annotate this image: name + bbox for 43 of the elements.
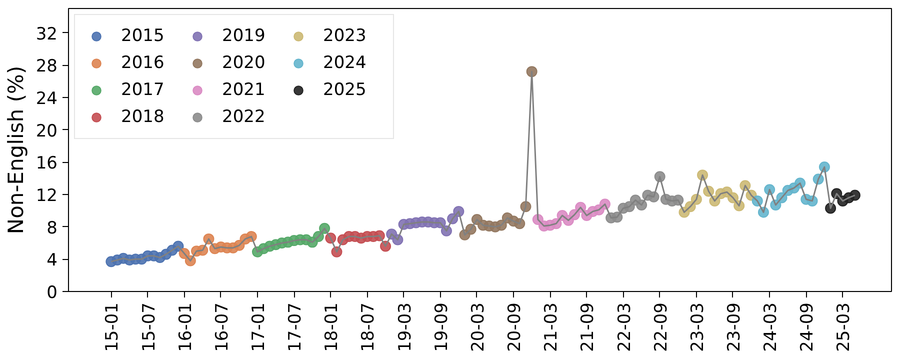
x-tick-label: 22-03 — [614, 302, 635, 352]
x-tick-label: 21-03 — [542, 302, 562, 352]
y-tick-label: 20 — [36, 121, 58, 142]
x-tick-label: 19-09 — [432, 302, 452, 352]
legend-label: 2016 — [121, 52, 166, 74]
legend-label: 2019 — [222, 25, 266, 47]
y-tick-label: 16 — [36, 154, 58, 174]
x-tick-label: 24-09 — [798, 302, 818, 352]
y-tick-label: 4 — [46, 250, 58, 271]
legend-label: 2015 — [121, 25, 166, 47]
x-tick-label: 20-03 — [468, 302, 488, 352]
x-tick-label: 24-03 — [761, 302, 782, 352]
point — [849, 190, 860, 201]
legend-label: 2023 — [323, 25, 368, 47]
x-tick-label: 18-01 — [322, 302, 342, 352]
y-axis-title: Non-English (%) — [4, 66, 28, 234]
x-tick-label: 18-07 — [358, 302, 379, 352]
legend-label: 2021 — [222, 79, 266, 101]
legend-label: 2022 — [222, 106, 266, 128]
y-tick-label: 12 — [36, 186, 58, 206]
x-tick-label: 16-01 — [176, 302, 196, 352]
x-tick-label: 22-09 — [651, 302, 672, 352]
y-tick-label: 0 — [46, 283, 58, 303]
x-tick-label: 17-07 — [286, 302, 306, 352]
y-tick-label: 8 — [46, 218, 58, 238]
x-tick-label: 21-09 — [578, 302, 598, 352]
y-tick-label: 32 — [36, 24, 58, 44]
x-tick-label: 23-09 — [724, 302, 744, 352]
x-tick-label: 19-03 — [395, 302, 416, 352]
legend-label: 2025 — [323, 79, 368, 101]
x-tick-label: 23-03 — [688, 302, 708, 352]
y-tick-label: 24 — [36, 88, 58, 109]
x-tick-label: 17-01 — [248, 302, 269, 352]
legend-label: 2017 — [121, 79, 166, 101]
legend-label: 2024 — [323, 52, 368, 74]
y-tick-label: 28 — [36, 56, 58, 77]
x-tick-label: 25-03 — [834, 302, 854, 352]
x-tick-label: 20-09 — [505, 302, 526, 352]
legend-label: 2018 — [121, 106, 166, 128]
x-tick-label: 15-07 — [139, 302, 160, 352]
x-tick-label: 16-07 — [212, 302, 232, 352]
legend-label: 2020 — [222, 52, 266, 74]
x-tick-label: 15-01 — [102, 302, 123, 352]
